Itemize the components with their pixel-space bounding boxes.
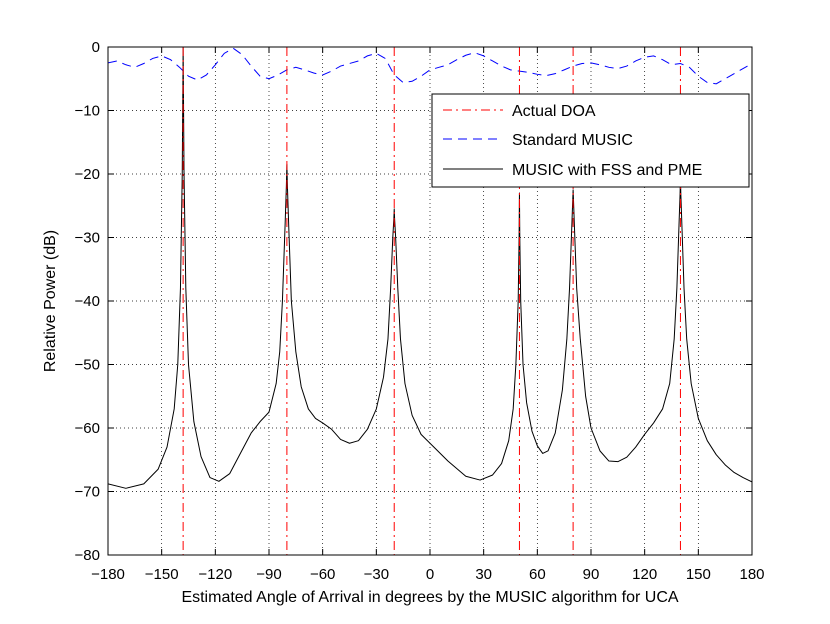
x-tick-label: 150 bbox=[686, 566, 711, 583]
x-tick-label: 0 bbox=[426, 566, 434, 583]
x-tick-label: −60 bbox=[310, 566, 335, 583]
y-tick-label: −30 bbox=[75, 230, 100, 247]
legend-label-actual-doa: Actual DOA bbox=[512, 103, 596, 120]
x-tick-labels: −180 −150 −120 −90 −60 −30 0 30 60 90 120 150 180 bbox=[91, 566, 764, 583]
x-tick-label: 90 bbox=[583, 566, 600, 583]
y-tick-label: 0 bbox=[92, 39, 100, 56]
y-axis-label: Relative Power (dB) bbox=[42, 230, 59, 372]
y-tick-label: −20 bbox=[75, 166, 100, 183]
x-tick-label: 30 bbox=[475, 566, 492, 583]
y-tick-label: −80 bbox=[75, 547, 100, 564]
y-tick-label: −40 bbox=[75, 293, 100, 310]
x-axis-label: Estimated Angle of Arrival in degrees by… bbox=[181, 589, 678, 606]
series-music-fss-pme bbox=[108, 47, 752, 489]
x-tick-label: −180 bbox=[91, 566, 125, 583]
y-tick-labels: 0 −10 −20 −30 −40 −50 −60 −70 −80 bbox=[75, 39, 100, 564]
legend: Actual DOA Standard MUSIC MUSIC with FSS… bbox=[431, 93, 750, 188]
y-tick-label: −10 bbox=[75, 103, 100, 120]
tick-marks bbox=[107, 46, 753, 556]
y-tick-label: −50 bbox=[75, 357, 100, 374]
x-tick-label: 60 bbox=[529, 566, 546, 583]
x-tick-label: −120 bbox=[198, 566, 232, 583]
x-tick-label: −30 bbox=[364, 566, 389, 583]
y-tick-label: −60 bbox=[75, 420, 100, 437]
x-tick-label: −150 bbox=[145, 566, 179, 583]
x-tick-label: 180 bbox=[739, 566, 764, 583]
series-standard-music bbox=[108, 47, 752, 85]
x-tick-label: −90 bbox=[256, 566, 281, 583]
legend-label-standard-music: Standard MUSIC bbox=[512, 132, 633, 149]
legend-label-music-fss-pme: MUSIC with FSS and PME bbox=[512, 162, 702, 179]
x-tick-label: 120 bbox=[632, 566, 657, 583]
y-tick-label: −70 bbox=[75, 484, 100, 501]
